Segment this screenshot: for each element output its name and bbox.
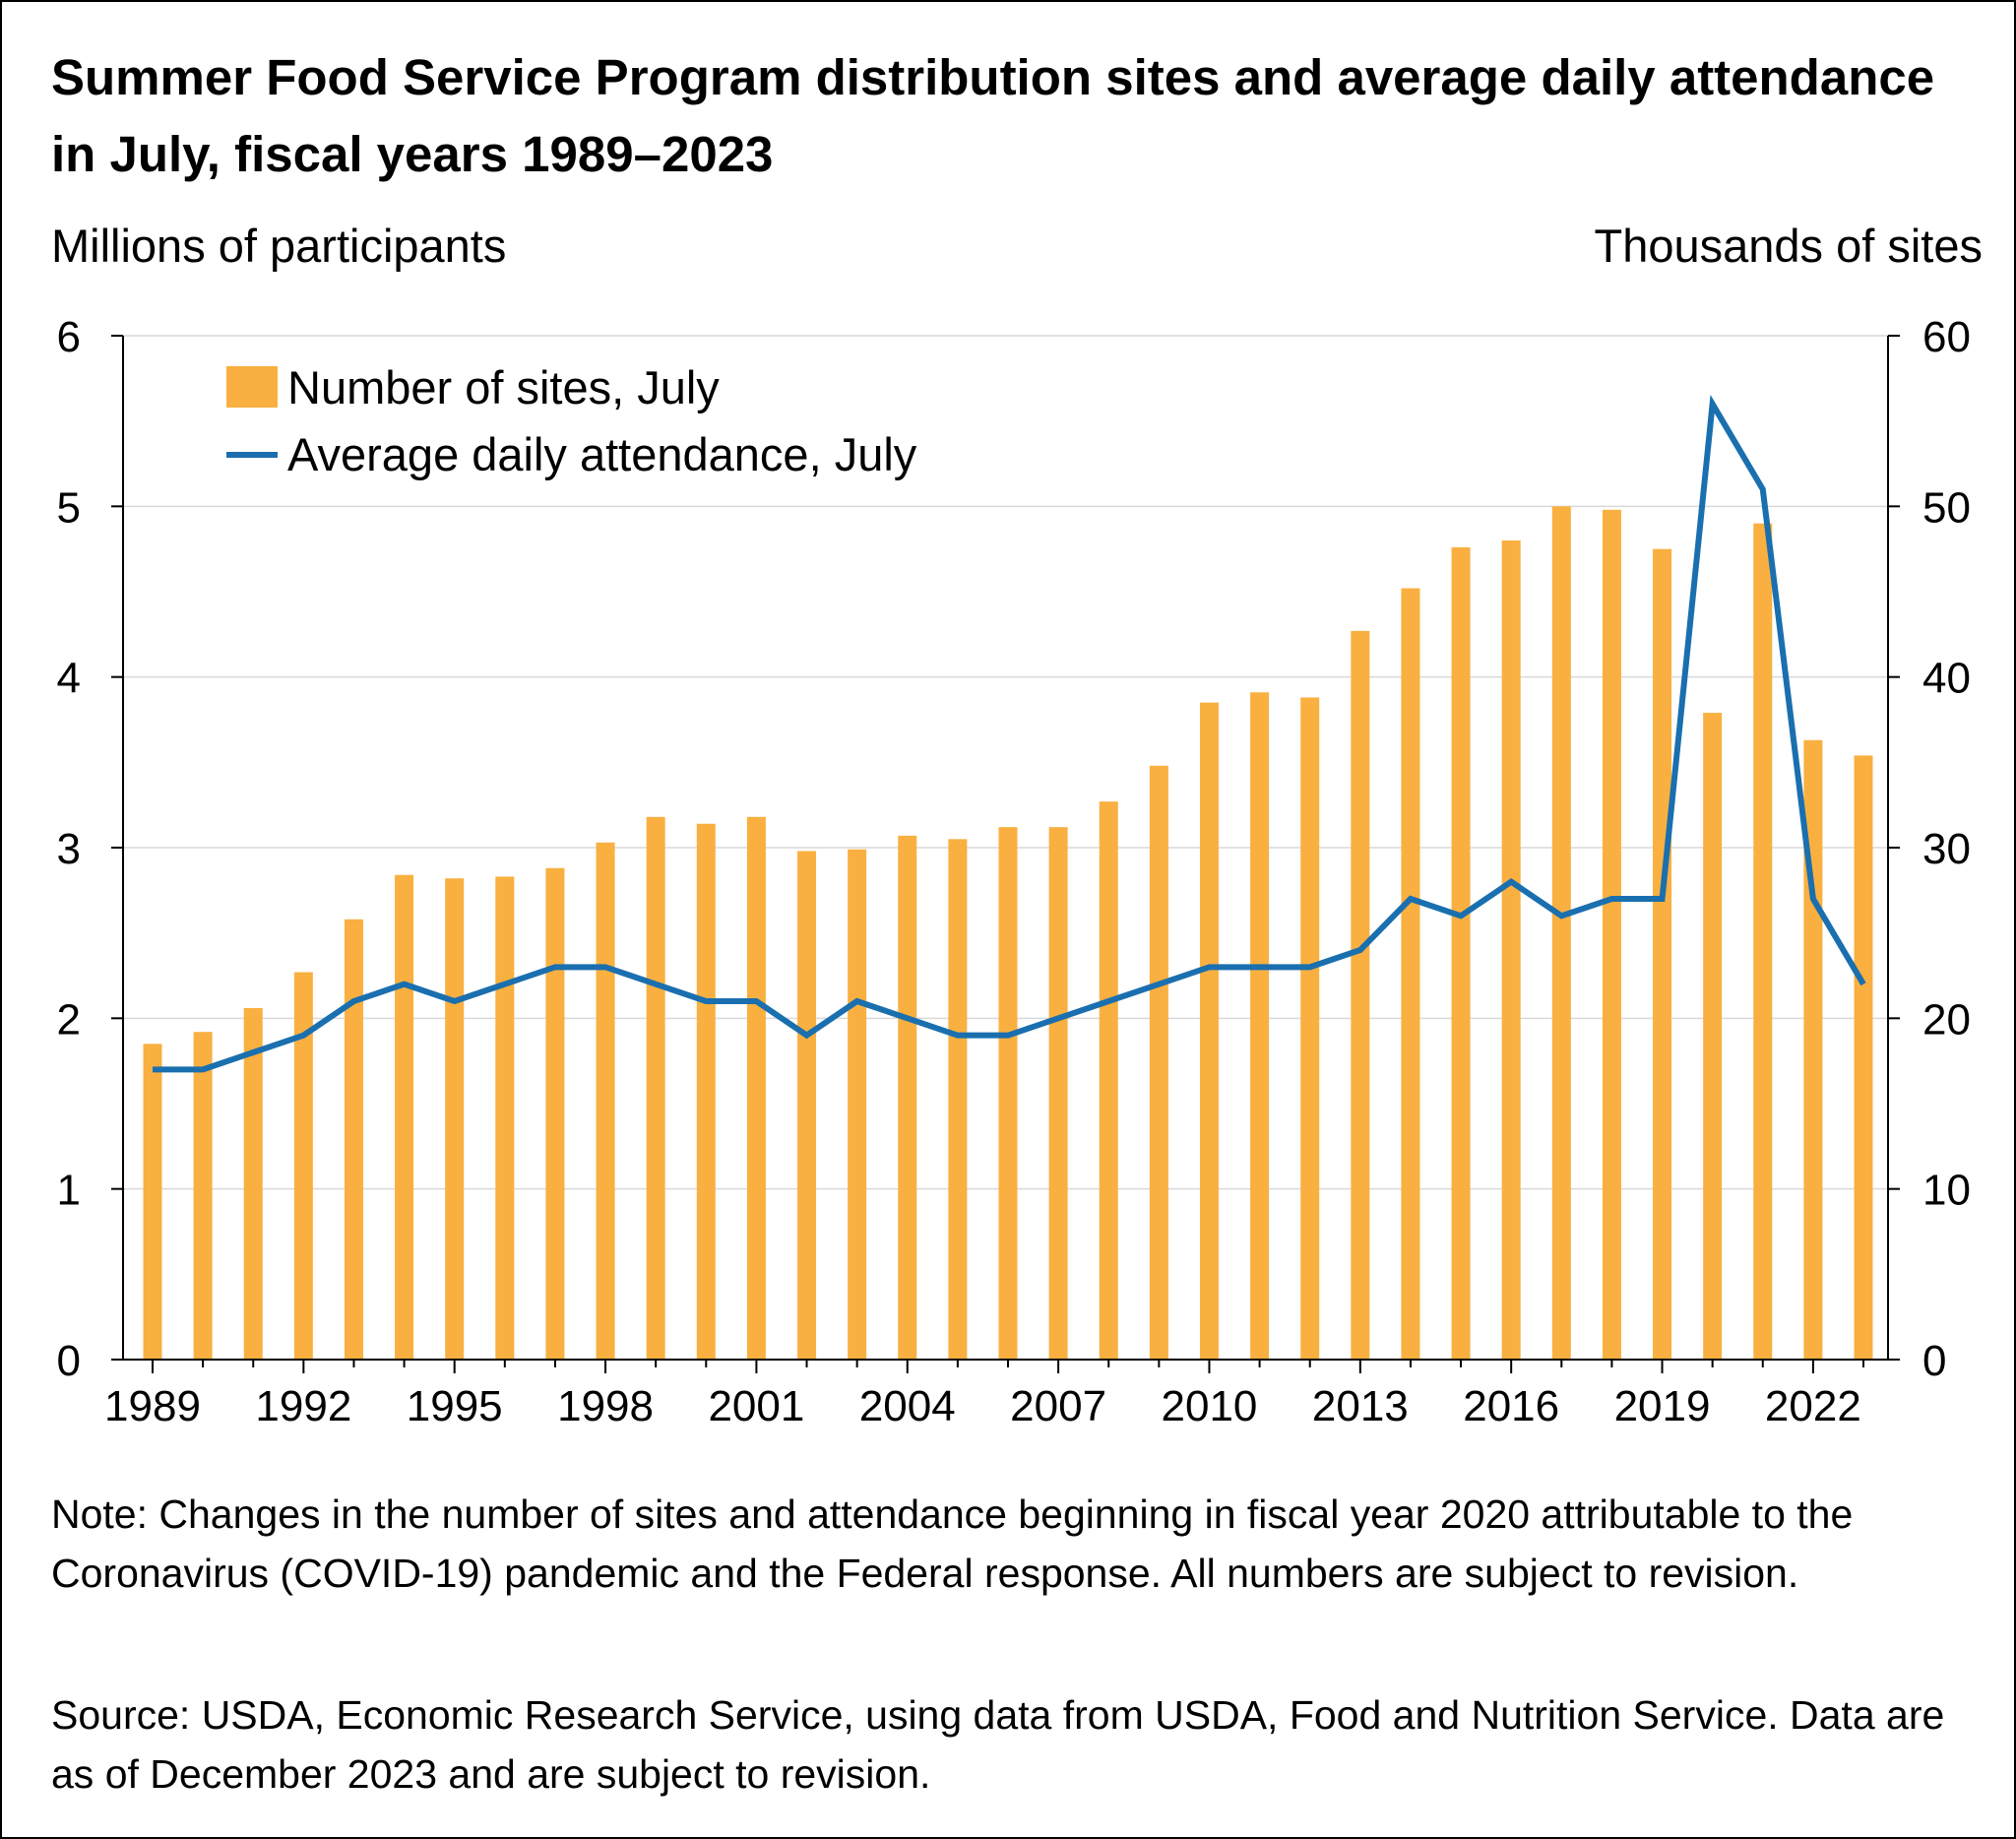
bar-sites-1989 xyxy=(143,1044,162,1360)
x-tick-label-2001: 2001 xyxy=(708,1382,804,1430)
bar-sites-1990 xyxy=(193,1032,213,1360)
bar-sites-2011 xyxy=(1250,692,1270,1360)
y-left-tick-label: 2 xyxy=(57,995,81,1044)
y-axis-left-label: Millions of participants xyxy=(51,220,507,272)
y-axis-right-label: Thousands of sites xyxy=(1594,220,1984,272)
bar-sites-2012 xyxy=(1300,697,1320,1360)
legend: Number of sites, July Average daily atte… xyxy=(226,361,917,480)
y-left-tick-label: 6 xyxy=(57,313,81,361)
x-tick-label-2010: 2010 xyxy=(1162,1382,1258,1430)
bar-sites-2006 xyxy=(998,827,1018,1360)
bar-sites-2019 xyxy=(1653,548,1672,1360)
bar-sites-2000 xyxy=(696,823,716,1360)
legend-bar-label: Number of sites, July xyxy=(287,361,720,413)
bar-sites-1994 xyxy=(395,874,414,1360)
bar-sites-2004 xyxy=(898,835,917,1360)
x-tick-label-2007: 2007 xyxy=(1010,1382,1106,1430)
y-left-tick-label: 1 xyxy=(57,1167,81,1215)
y-right-tick-label: 30 xyxy=(1922,825,1971,873)
bar-sites-2003 xyxy=(848,849,867,1360)
legend-line-label: Average daily attendance, July xyxy=(287,428,917,480)
x-tick-label-2013: 2013 xyxy=(1312,1382,1409,1430)
bar-sites-2021 xyxy=(1753,523,1773,1360)
y-left-tick-label: 5 xyxy=(57,483,81,532)
y-right-tick-label: 40 xyxy=(1922,655,1971,703)
bar-sites-1993 xyxy=(344,919,363,1360)
bar-sites-1998 xyxy=(596,842,615,1360)
bar-sites-2013 xyxy=(1351,630,1370,1360)
y-right-tick-label: 0 xyxy=(1922,1337,1946,1385)
y-left-tick-label: 4 xyxy=(57,655,81,703)
bar-sites-1997 xyxy=(545,867,565,1360)
bar-sites-2009 xyxy=(1149,765,1168,1360)
gridlines xyxy=(123,335,1888,1190)
y-left-tick-label: 3 xyxy=(57,825,81,873)
bar-sites-2008 xyxy=(1099,801,1118,1360)
y-right-tick-label: 60 xyxy=(1922,313,1971,361)
bar-sites-1999 xyxy=(646,816,665,1360)
legend-bar-swatch xyxy=(226,366,278,408)
bar-sites-1996 xyxy=(495,876,515,1360)
x-tick-label-1995: 1995 xyxy=(407,1382,503,1430)
chart-source: Source: USDA, Economic Research Service,… xyxy=(51,1692,1945,1797)
x-tick-label-1998: 1998 xyxy=(557,1382,654,1430)
bar-sites-2016 xyxy=(1501,540,1521,1360)
bar-sites-1992 xyxy=(293,972,313,1360)
x-tick-label-2019: 2019 xyxy=(1614,1382,1711,1430)
bar-series xyxy=(143,506,1873,1360)
bar-sites-2005 xyxy=(948,839,968,1360)
bar-sites-2017 xyxy=(1551,506,1571,1360)
x-tick-label-1992: 1992 xyxy=(255,1382,351,1430)
bar-sites-2010 xyxy=(1199,702,1219,1360)
bar-sites-2007 xyxy=(1048,827,1068,1360)
y-right-tick-label: 10 xyxy=(1922,1167,1971,1215)
x-tick-label-2022: 2022 xyxy=(1765,1382,1861,1430)
bar-sites-2002 xyxy=(797,851,817,1360)
y-left-tick-label: 0 xyxy=(57,1337,81,1385)
bar-sites-2018 xyxy=(1602,509,1621,1360)
bar-sites-1991 xyxy=(243,1007,263,1360)
bar-sites-2014 xyxy=(1401,588,1420,1360)
x-tick-label-2004: 2004 xyxy=(859,1382,956,1430)
line-series xyxy=(152,394,1866,1073)
chart-title: Summer Food Service Program distribution… xyxy=(51,49,1935,182)
y-right-tick-label: 20 xyxy=(1922,995,1971,1044)
bar-sites-2001 xyxy=(746,816,766,1360)
bar-sites-2022 xyxy=(1803,739,1823,1360)
x-tick-label-1989: 1989 xyxy=(104,1382,201,1430)
bar-sites-1995 xyxy=(445,878,465,1360)
bar-sites-2015 xyxy=(1451,546,1471,1360)
chart-note: Note: Changes in the number of sites and… xyxy=(51,1491,1854,1596)
x-tick-label-2016: 2016 xyxy=(1463,1382,1559,1430)
bar-sites-2023 xyxy=(1854,755,1873,1360)
y-right-tick-label: 50 xyxy=(1922,483,1971,532)
bar-sites-2020 xyxy=(1703,713,1723,1360)
